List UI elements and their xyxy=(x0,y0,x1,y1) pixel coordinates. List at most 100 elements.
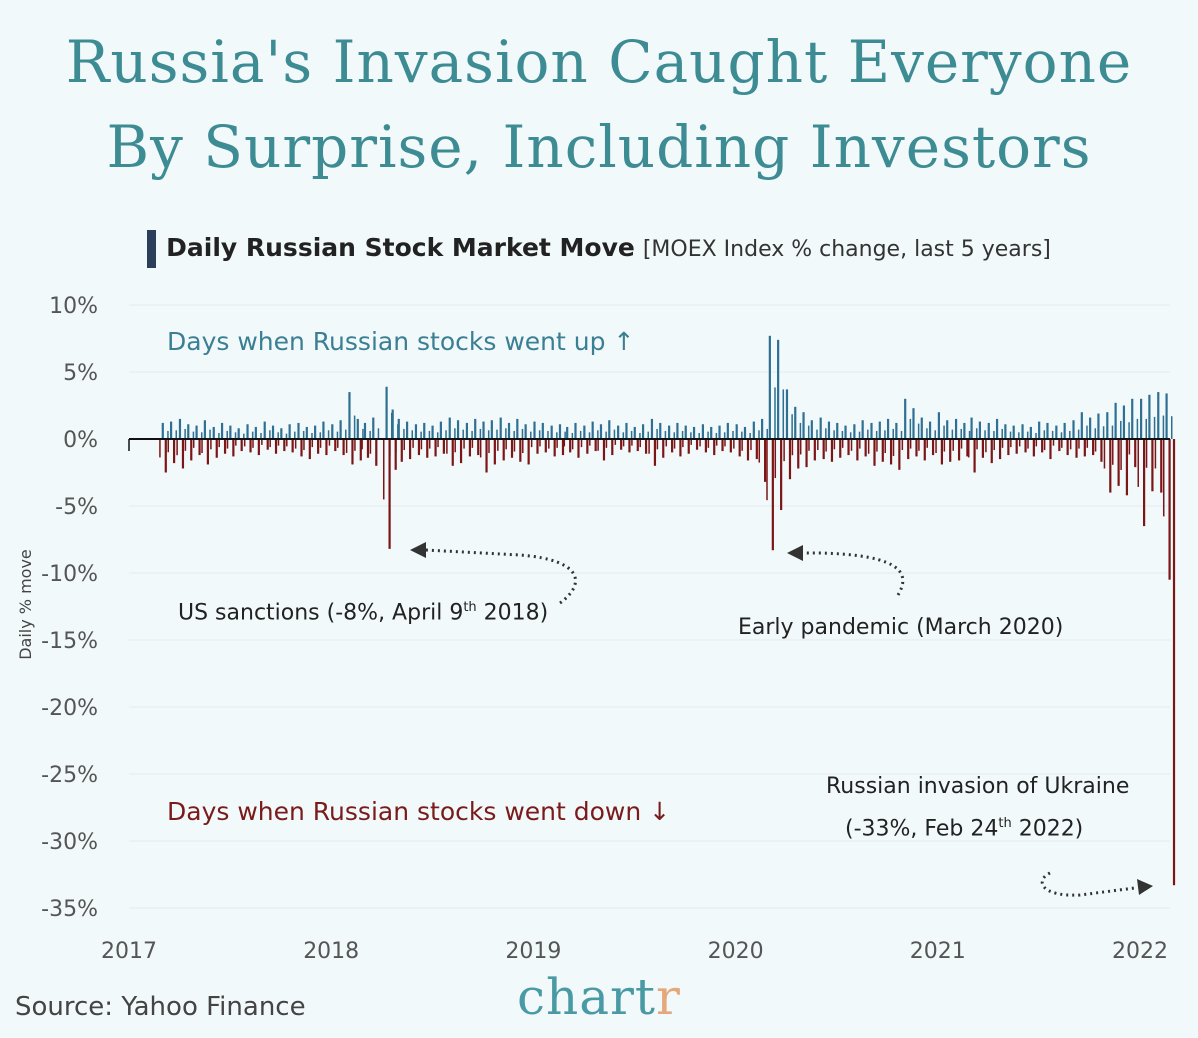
sanctions-sup: th xyxy=(463,600,477,615)
down-bar xyxy=(682,439,684,448)
down-bar xyxy=(746,439,750,461)
up-bar xyxy=(819,417,822,439)
sanctions-annotation: US sanctions (-8%, April 9th 2018) xyxy=(178,600,548,625)
up-bar xyxy=(895,422,898,439)
down-bar xyxy=(915,439,918,457)
down-bar xyxy=(1137,439,1139,487)
up-bar xyxy=(639,432,641,439)
up-bar xyxy=(237,428,240,439)
down-bar xyxy=(1024,439,1027,453)
down-bar xyxy=(639,439,641,448)
down-bar xyxy=(721,439,724,452)
down-bar xyxy=(923,439,926,461)
up-bar xyxy=(439,421,442,439)
up-bar xyxy=(336,431,339,439)
up-bar xyxy=(1009,431,1012,439)
down-bar xyxy=(1061,439,1063,448)
down-bar xyxy=(729,439,732,453)
up-bar xyxy=(513,430,515,439)
down-bar xyxy=(867,439,870,454)
down-bar xyxy=(471,439,474,448)
up-bar xyxy=(556,432,558,439)
up-bar xyxy=(479,428,482,439)
up-bar xyxy=(904,398,907,439)
down-bar xyxy=(198,439,201,456)
up-bar xyxy=(995,418,999,439)
down-bar xyxy=(434,439,437,457)
up-bar xyxy=(362,428,364,439)
up-bar xyxy=(218,432,220,439)
down-bar xyxy=(1010,439,1012,448)
down-bar xyxy=(881,439,884,462)
down-bar xyxy=(1145,439,1148,468)
up-bar xyxy=(782,389,785,439)
down-bar xyxy=(1018,439,1021,447)
up-bar xyxy=(327,430,330,439)
up-bar xyxy=(681,430,684,439)
down-bar xyxy=(788,439,792,480)
down-bar xyxy=(176,439,178,456)
up-bar xyxy=(226,430,228,439)
down-bar xyxy=(1120,439,1122,470)
up-bar xyxy=(884,430,886,439)
down-bar xyxy=(291,439,294,453)
down-bar xyxy=(873,439,876,466)
up-bar xyxy=(892,428,894,439)
up-bar xyxy=(758,430,760,439)
up-bar xyxy=(1111,425,1114,439)
up-bar xyxy=(791,414,793,439)
up-bar xyxy=(608,420,611,439)
up-bar xyxy=(741,431,743,439)
down-bar xyxy=(594,439,597,452)
up-bar xyxy=(715,432,718,439)
up-bar xyxy=(1012,425,1015,439)
down-bar xyxy=(973,439,976,473)
up-bar xyxy=(1080,412,1083,439)
up-bar xyxy=(975,428,978,439)
down-bar xyxy=(274,439,278,454)
down-bar xyxy=(741,439,743,451)
up-bar xyxy=(1106,412,1109,439)
down-bar xyxy=(1151,439,1154,492)
down-bar xyxy=(446,439,448,454)
down-bar xyxy=(808,439,810,451)
down-bar xyxy=(361,439,363,450)
down-bar xyxy=(791,439,794,456)
up-bar xyxy=(849,432,852,439)
up-bar xyxy=(810,420,813,439)
down-bar xyxy=(1112,439,1114,465)
down-bar xyxy=(830,439,834,462)
up-days-label: Days when Russian stocks went up ↑ xyxy=(167,327,635,356)
down-bar xyxy=(400,439,403,462)
y-tick-label: 0% xyxy=(63,428,98,453)
up-bar xyxy=(302,430,305,439)
up-bar xyxy=(668,425,671,439)
down-bar xyxy=(671,439,674,453)
up-bar xyxy=(280,428,283,439)
down-bar xyxy=(1172,439,1176,886)
down-bar xyxy=(687,439,690,454)
down-bar xyxy=(311,439,314,448)
down-bar xyxy=(935,439,937,454)
up-bar xyxy=(684,425,687,439)
down-bar xyxy=(1027,439,1029,449)
up-bar xyxy=(802,412,805,439)
up-bar xyxy=(1153,416,1156,439)
down-bar xyxy=(1103,439,1106,469)
up-bar xyxy=(641,424,645,439)
up-bar xyxy=(169,421,173,439)
down-bar xyxy=(1001,439,1004,448)
down-bar xyxy=(611,439,614,456)
down-bar xyxy=(771,439,774,551)
down-bar xyxy=(931,439,935,456)
up-bar xyxy=(311,432,313,439)
down-bar xyxy=(952,439,954,451)
up-bar xyxy=(599,424,603,439)
up-bar xyxy=(212,426,215,439)
down-bar xyxy=(493,439,496,465)
up-bar xyxy=(1063,422,1066,439)
up-bar xyxy=(550,425,553,439)
down-bar xyxy=(656,439,659,450)
down-bar xyxy=(1094,439,1097,452)
down-bar xyxy=(477,439,480,456)
